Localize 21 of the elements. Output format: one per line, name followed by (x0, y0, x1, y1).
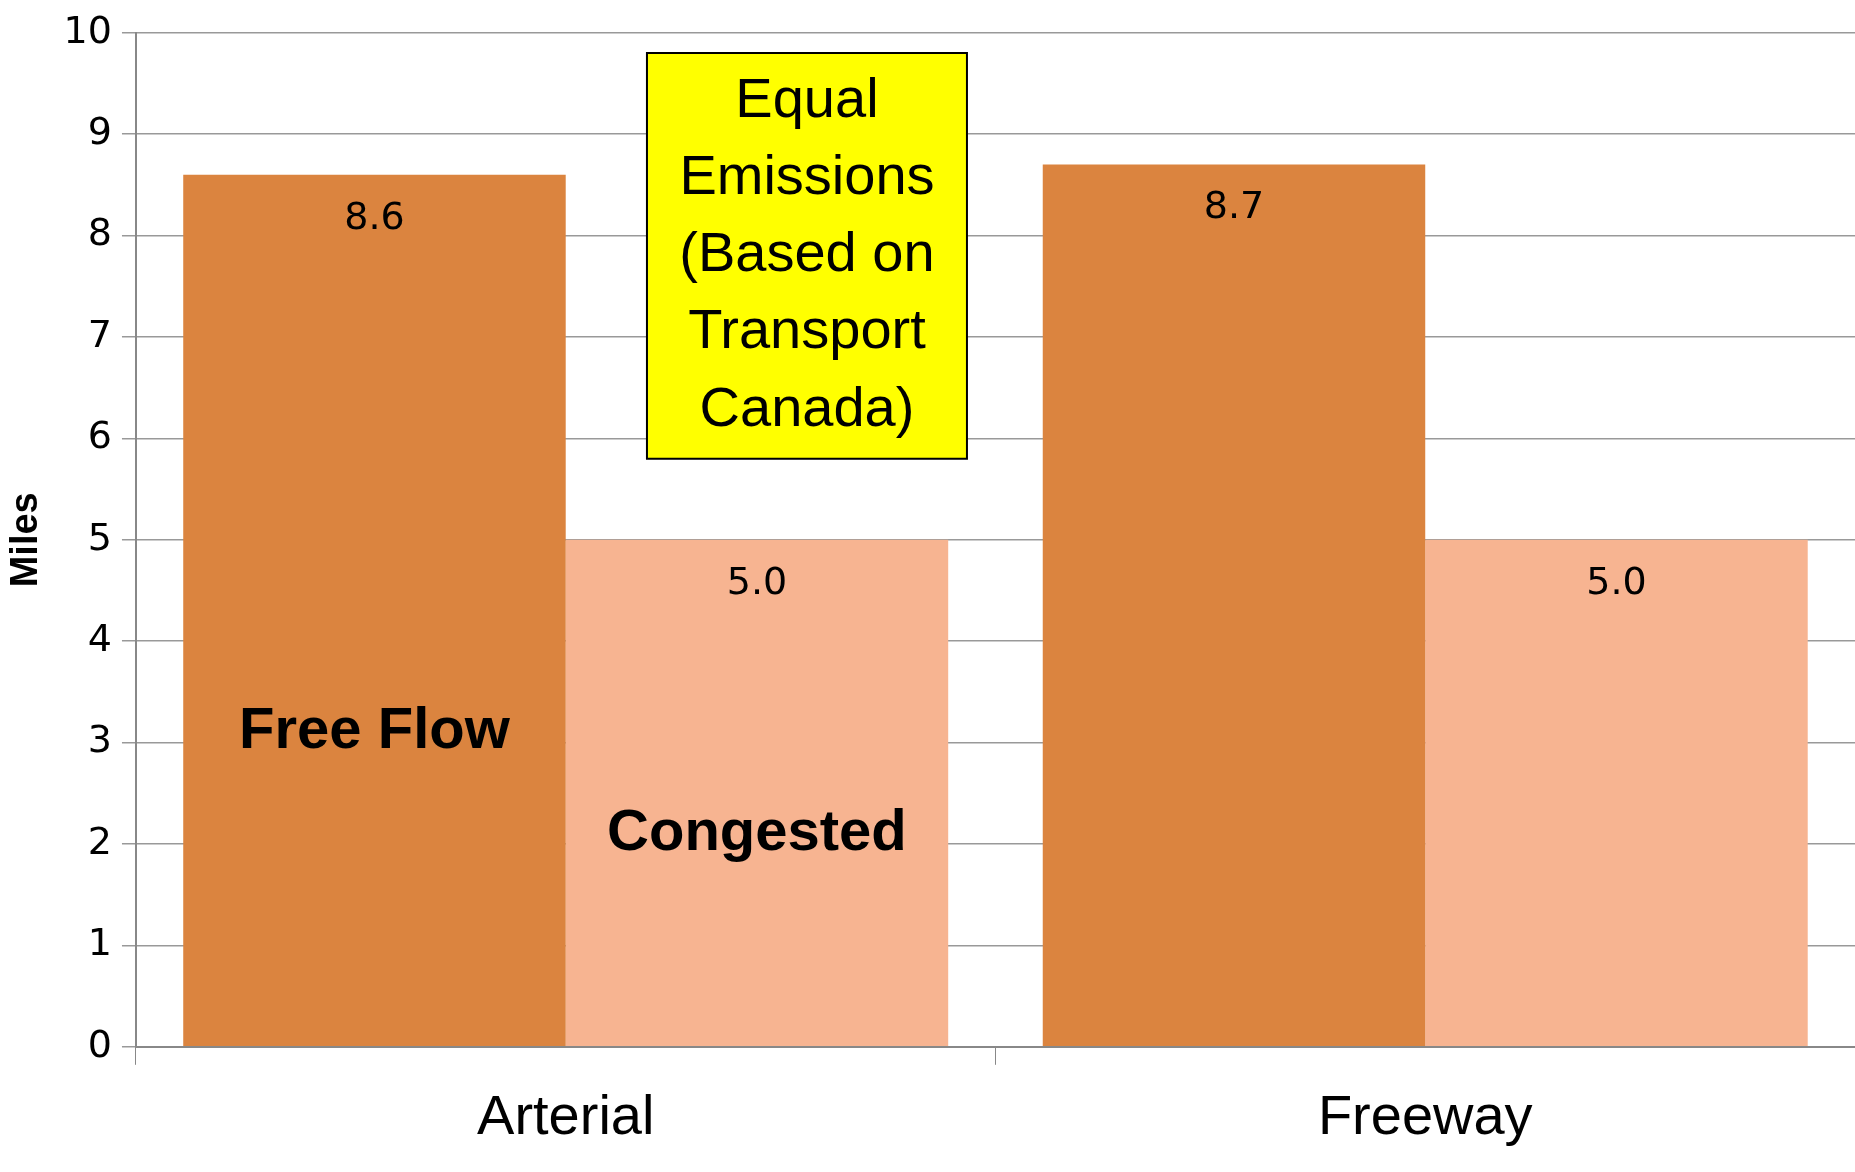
annotation: Equal Emissions (Based on Transport Canada) (679, 66, 935, 438)
data-label: 5.0 (726, 558, 788, 603)
y-tick-label: 8 (87, 210, 112, 255)
series-label: Congested (607, 796, 907, 862)
data-label: 5.0 (1586, 558, 1647, 603)
y-tick-label: 3 (87, 717, 112, 762)
x-tick-label: Arterial (477, 1082, 655, 1146)
y-tick-label: 7 (87, 311, 112, 356)
data-label: 8.6 (344, 193, 405, 238)
y-tick-label: 9 (87, 109, 112, 154)
y-tick-label: 0 (87, 1021, 112, 1066)
y-tick-label: 2 (87, 818, 112, 863)
y-tick-label: 10 (63, 7, 112, 52)
y-axis-title: Miles (3, 492, 46, 588)
y-tick-label: 4 (87, 616, 112, 661)
data-label: 8.7 (1203, 183, 1265, 228)
y-tick-label: 6 (87, 413, 112, 458)
series-label: Free Flow (239, 695, 511, 761)
y-tick-label: 1 (87, 920, 112, 965)
y-tick-label: 5 (87, 514, 112, 559)
x-tick-label: Freeway (1317, 1082, 1533, 1146)
